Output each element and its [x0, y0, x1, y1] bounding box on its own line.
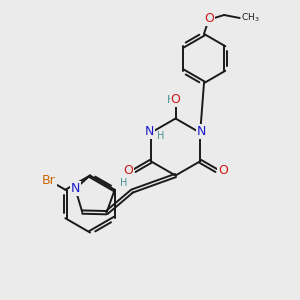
Text: N: N [197, 125, 206, 138]
Text: O: O [218, 164, 228, 177]
Text: N: N [145, 125, 154, 138]
Text: H: H [157, 131, 164, 141]
Text: CH$_3$: CH$_3$ [241, 12, 260, 24]
Text: H: H [167, 95, 175, 105]
Text: H: H [120, 178, 127, 188]
Text: N: N [70, 182, 80, 195]
Text: Br: Br [42, 173, 56, 187]
Text: O: O [204, 12, 214, 26]
Text: O: O [170, 93, 180, 106]
Text: O: O [123, 164, 133, 177]
